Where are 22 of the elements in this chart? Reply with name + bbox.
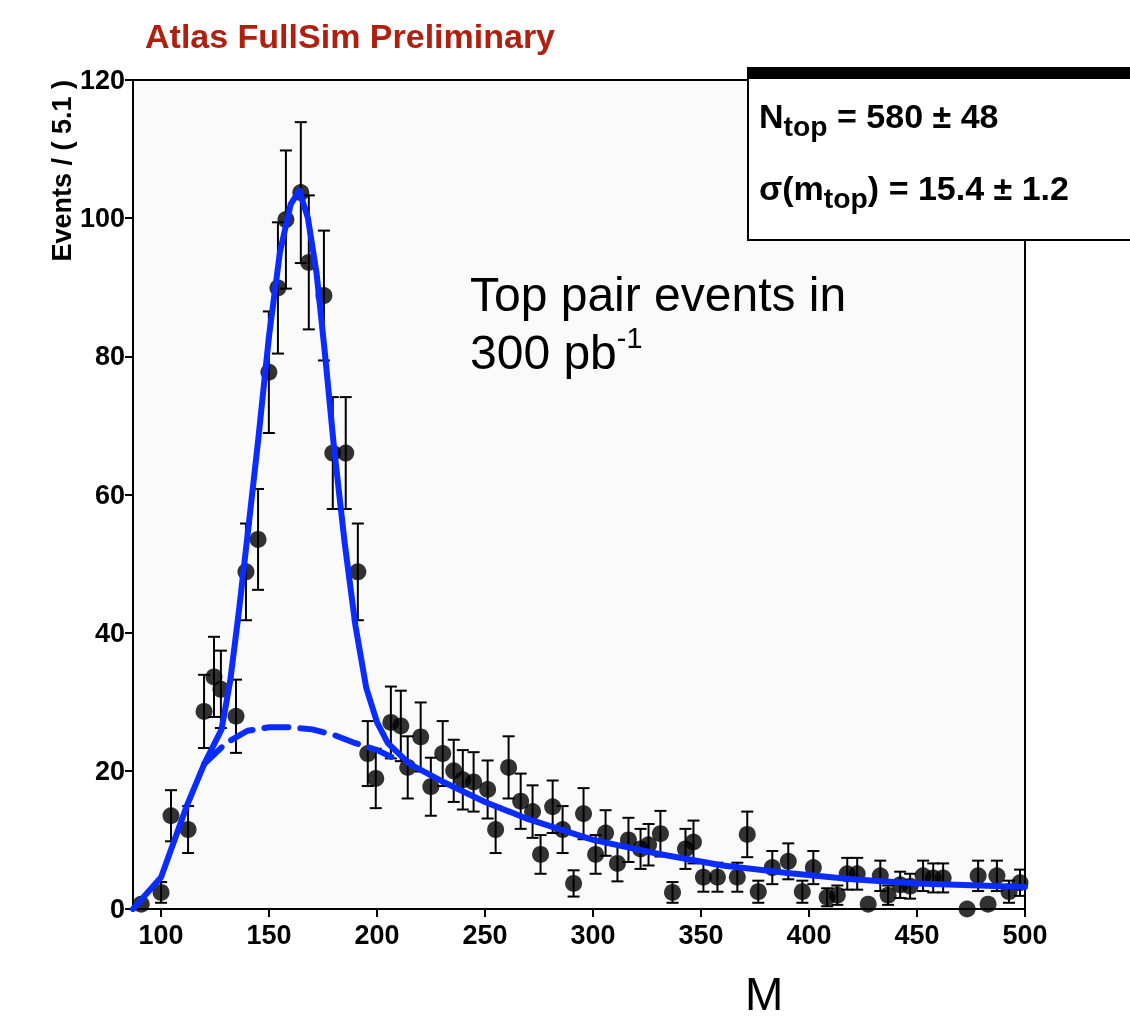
stats-box: N$_{top}$ = 580 ± 48 σ(m$_{top}$) = 15.4 ± 1.2: [747, 67, 1130, 241]
x-tick-label: 200: [354, 919, 400, 950]
y-tick-label: 100: [79, 203, 125, 234]
chart-title: Atlas FullSim Preliminary: [145, 17, 556, 55]
x-tick-label: 300: [570, 919, 616, 950]
y-tick-label: 40: [94, 617, 125, 648]
y-tick-label: 120: [79, 65, 125, 95]
y-tick-label: 60: [94, 479, 125, 510]
x-tick-label: 500: [1002, 919, 1048, 950]
x-tick-label: 250: [462, 919, 508, 950]
x-tick-label: 450: [894, 919, 940, 950]
x-tick-label: 350: [678, 919, 724, 950]
y-tick-label: 80: [94, 341, 125, 372]
annotation: N$_{top}$ = 580 ± 48: [759, 96, 1000, 144]
y-tick-label: 0: [109, 894, 125, 924]
x-tick-label: 150: [246, 919, 292, 950]
x-tick-label: 400: [786, 919, 832, 950]
annotation: σ(m$_{top}$) = 15.4 ± 1.2: [759, 167, 1070, 216]
x-axis-title: M: [745, 968, 784, 1017]
x-tick-label: 100: [138, 919, 184, 950]
y-axis-title: Events / ( 5.1 ): [46, 80, 77, 262]
y-tick-label: 20: [94, 755, 125, 786]
